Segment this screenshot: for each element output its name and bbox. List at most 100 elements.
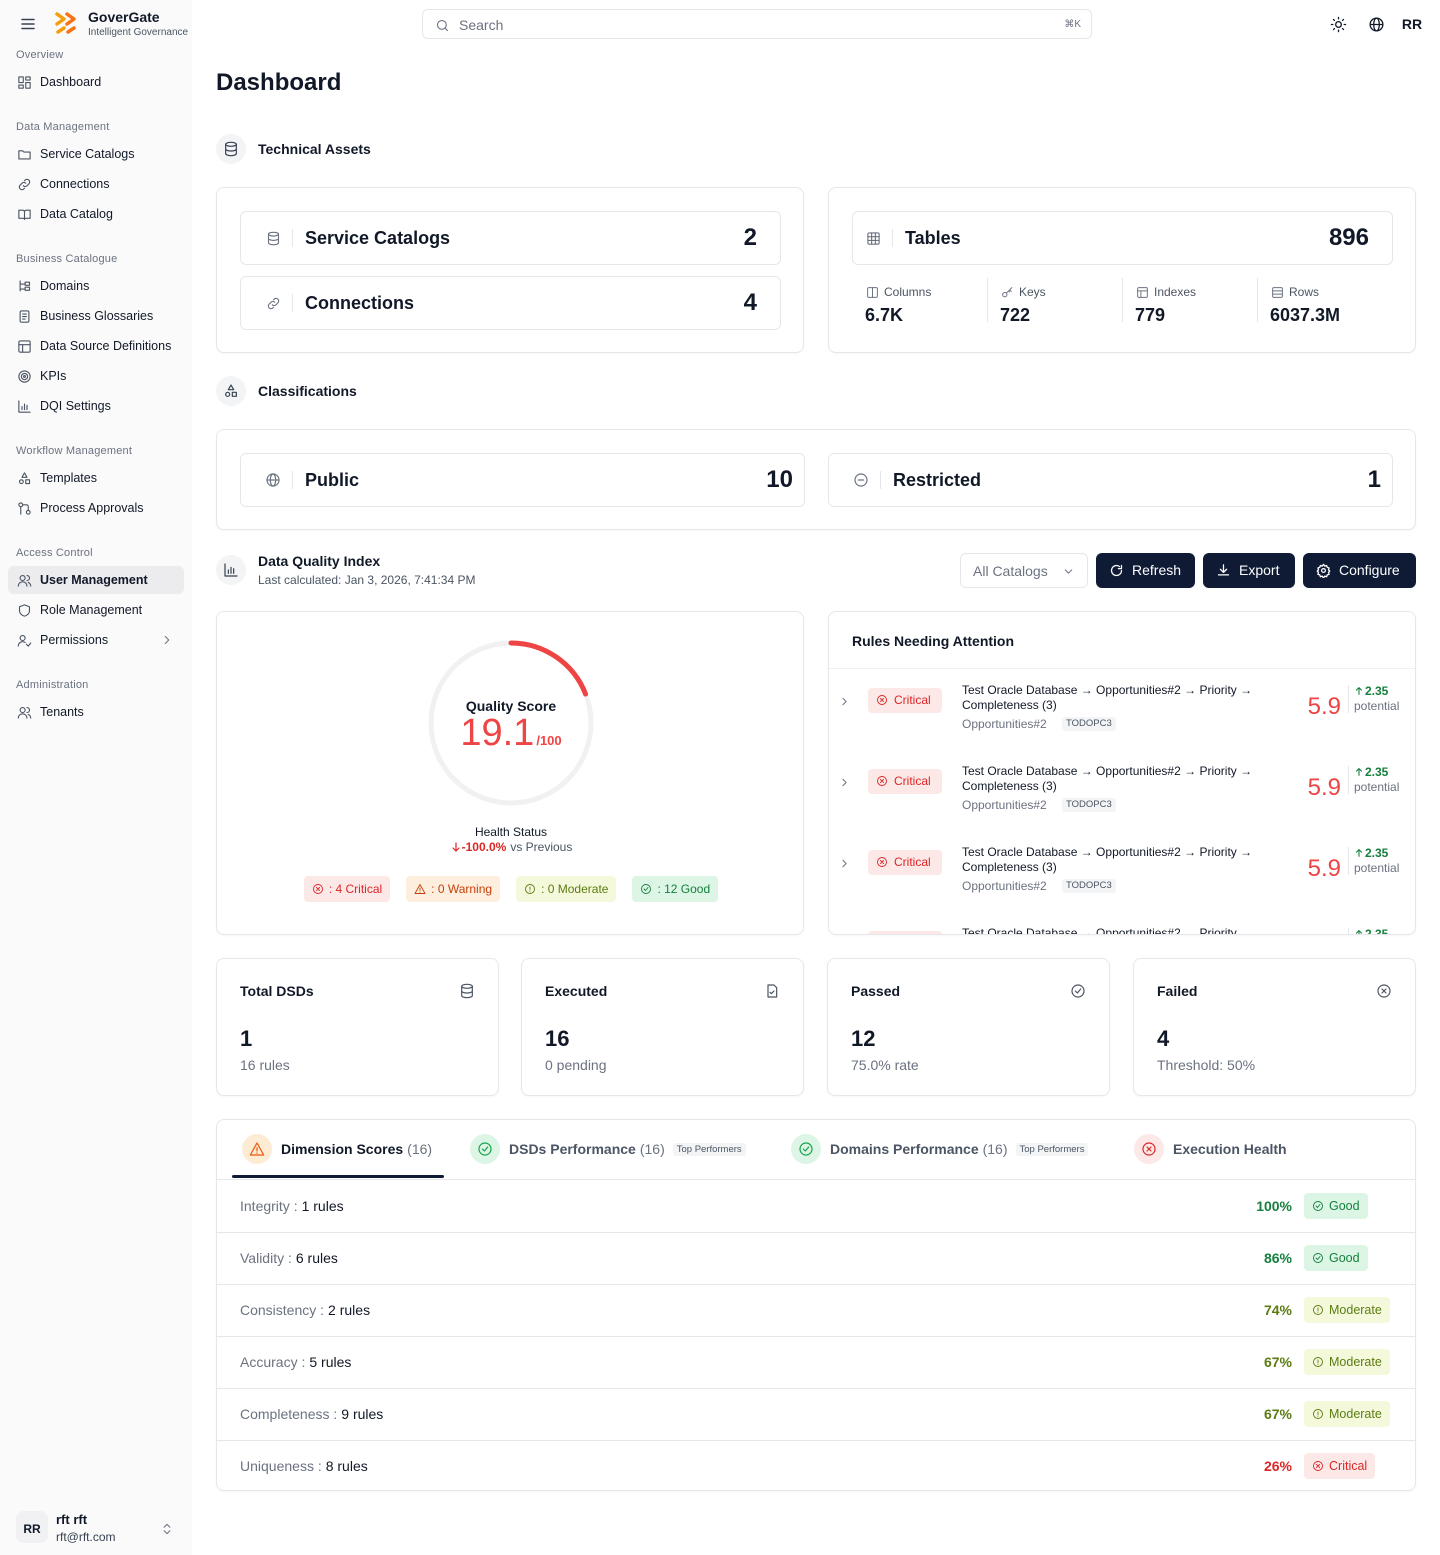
nav-item[interactable]: DQI Settings [8, 392, 184, 420]
nav-item[interactable]: Business Glossaries [8, 302, 184, 330]
catalog-filter[interactable]: All Catalogs [960, 553, 1088, 588]
user-email: rft@rft.com [56, 1530, 116, 1544]
divider [880, 471, 881, 489]
nav-item[interactable]: Process Approvals [8, 494, 184, 522]
icon-bg [216, 376, 246, 406]
icon[interactable] [1368, 16, 1385, 33]
nav-item[interactable]: Permissions [8, 626, 184, 654]
rule-score: 5.9 [1307, 855, 1341, 882]
icon-part [1355, 849, 1363, 857]
nav-label: Domains [40, 279, 90, 293]
icon [17, 634, 31, 647]
icon-part [19, 279, 25, 291]
icon-part [841, 697, 847, 705]
tab-label: Dimension Scores [281, 1141, 404, 1157]
icon [17, 75, 31, 89]
icon-part [1110, 564, 1122, 576]
icon [17, 369, 31, 383]
nav-item[interactable]: Tenants [8, 698, 184, 726]
tab-label: Domains Performance [830, 1141, 979, 1157]
icon [877, 695, 887, 705]
rule-code: TODOPC3 [1062, 717, 1116, 731]
icon [799, 1142, 813, 1156]
nav-item[interactable]: Role Management [8, 596, 184, 624]
icon [266, 473, 280, 487]
nav-label: Tenants [40, 705, 84, 719]
nav-item[interactable]: Dashboard [8, 68, 184, 96]
classification-row: Restricted 1 [828, 453, 1393, 507]
dimension-name: Uniqueness : [240, 1458, 322, 1474]
divider [1348, 928, 1349, 934]
nav-item[interactable]: Templates [8, 464, 184, 492]
severity-badge: Critical [868, 850, 942, 875]
nav-label: Data Source Definitions [40, 339, 172, 353]
tab-label-row: DSDs Performance (16) Top Performers [509, 1139, 746, 1159]
summary-title: Total DSDs [240, 983, 314, 999]
dimension-label: Integrity :1 rules [240, 1196, 344, 1216]
header-avatar[interactable]: RR [1401, 16, 1423, 32]
divider [892, 229, 893, 247]
rule-code: TODOPC3 [1062, 879, 1116, 893]
score-row: 19.1/100 [217, 712, 805, 755]
rule-score: 5.9 [1307, 774, 1341, 801]
nav-label: Connections [40, 177, 110, 191]
rules-title: Rules Needing Attention [852, 633, 1015, 649]
icon-part [227, 384, 235, 391]
dimension-status: Moderate [1304, 1349, 1390, 1375]
icon [641, 884, 652, 894]
classification-value: 10 [766, 466, 793, 493]
nav-item[interactable]: Service Catalogs [8, 140, 184, 168]
summary-sub: Threshold: 50% [1157, 1057, 1256, 1073]
icon-part [1355, 687, 1363, 695]
severity-label: Critical [894, 774, 931, 788]
rule-gain: 2.35 [1365, 846, 1389, 860]
icon-part [17, 149, 31, 159]
icon-part [267, 297, 279, 309]
icon-part [1315, 1204, 1321, 1208]
nav-item[interactable]: Data Source Definitions [8, 332, 184, 360]
rule-row[interactable]: Critical Test Oracle Database → Opportuni… [829, 750, 1415, 831]
icon-part [1064, 568, 1072, 574]
icon-part [1355, 768, 1363, 776]
nav-section-title: Access Control [16, 547, 93, 559]
rule-row[interactable]: Critical Test Oracle Database → Opportuni… [829, 669, 1415, 750]
icon [1355, 768, 1363, 776]
nav-item[interactable]: Data Catalog [8, 200, 184, 228]
icon [478, 1142, 492, 1156]
icon [436, 19, 448, 31]
user-name: rft rft [56, 1512, 88, 1527]
icon-part [19, 309, 29, 323]
icon[interactable] [1330, 16, 1347, 33]
icon [19, 279, 30, 291]
summary-sub: 75.0% rate [851, 1057, 919, 1073]
page-title: Dashboard [216, 69, 342, 96]
nav-item[interactable]: Domains [8, 272, 184, 300]
icon [1355, 687, 1363, 695]
nav-item[interactable]: KPIs [8, 362, 184, 390]
icon [18, 178, 30, 190]
icon-part [880, 698, 884, 702]
dimension-score: 26% [1263, 1458, 1292, 1474]
dimension-label: Uniqueness :8 rules [240, 1456, 368, 1476]
nav-label: Data Catalog [40, 207, 113, 221]
icon [164, 635, 170, 645]
user-avatar: RR [23, 1522, 41, 1536]
icon [1313, 1409, 1323, 1419]
button[interactable]: Export [1203, 553, 1295, 588]
button[interactable]: Configure [1303, 553, 1416, 588]
rule-row[interactable]: Critical Test Oracle Database → Opportuni… [829, 831, 1415, 912]
change-value: -100.0% [461, 840, 507, 854]
button[interactable]: Refresh [1096, 553, 1195, 588]
rule-row[interactable]: Critical Test Oracle Database → Opportuni… [829, 912, 1415, 934]
divider [1122, 278, 1123, 322]
nav-item[interactable]: Connections [8, 170, 184, 198]
icon-part [17, 75, 24, 83]
dimension-name: Validity : [240, 1250, 292, 1266]
icon-part [1136, 286, 1148, 298]
icon [1355, 849, 1363, 857]
search-box[interactable]: Search ⌘K [422, 9, 1092, 39]
rule-table: Opportunities#2 [962, 717, 1047, 731]
severity-badge: Critical [868, 931, 942, 934]
nav-item[interactable]: User Management [8, 566, 184, 594]
icon-part [20, 471, 28, 478]
